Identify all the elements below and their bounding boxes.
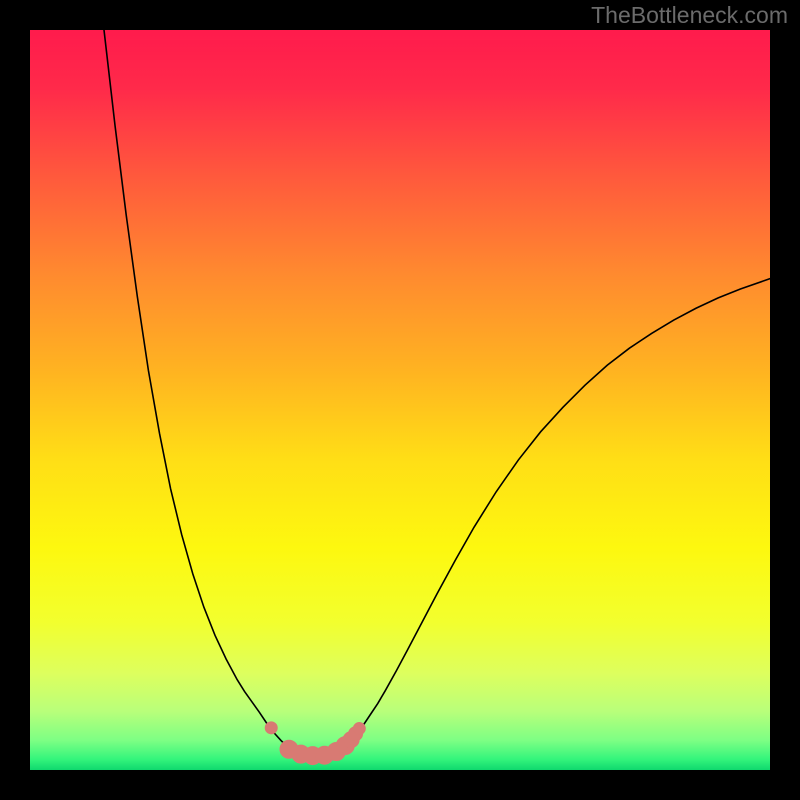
- watermark-text: TheBottleneck.com: [591, 2, 788, 29]
- data-marker: [265, 722, 277, 734]
- chart-frame: TheBottleneck.com: [0, 0, 800, 800]
- plot-area: [30, 30, 770, 770]
- data-marker: [353, 723, 365, 735]
- gradient-background: [30, 30, 770, 770]
- bottleneck-curve-chart: [30, 30, 770, 770]
